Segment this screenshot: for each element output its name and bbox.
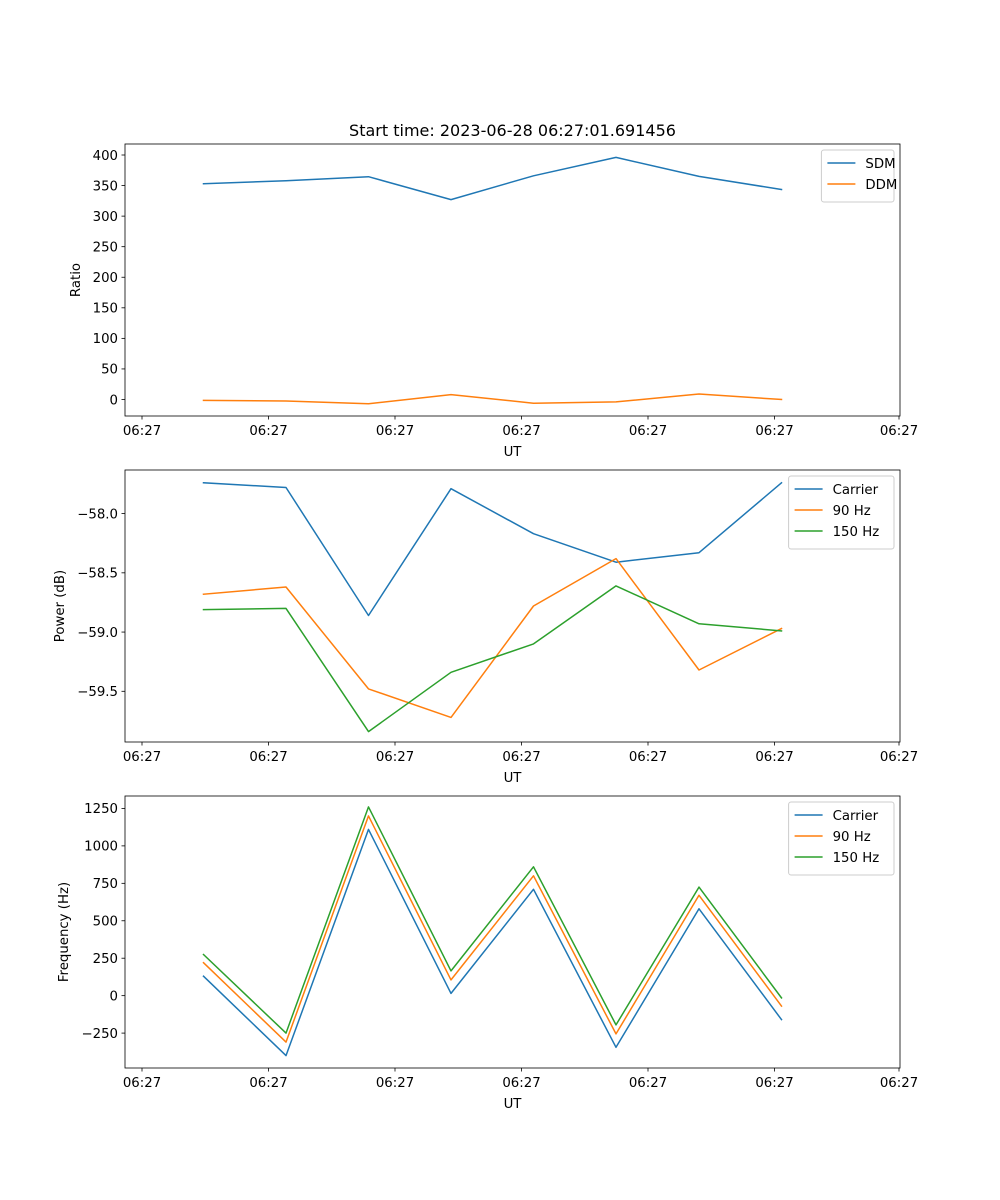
x-axis-label: UT	[504, 445, 523, 460]
x-tick-label: 06:27	[376, 1076, 414, 1091]
legend-label: Carrier	[833, 809, 879, 824]
panels: 06:27 06:27 06:27 06:27 06:27 06:27 06:27 UT 0 50…	[53, 143, 918, 1112]
y-tick-label: 1250	[84, 802, 118, 817]
legend: Carrier 90 Hz 150 Hz	[788, 475, 895, 550]
y-tick-label: −59.0	[77, 626, 118, 641]
legend-label: 90 Hz	[833, 830, 871, 845]
axes-frame	[124, 795, 901, 1069]
x-tick-label: 06:27	[880, 424, 918, 439]
x-tick-label: 06:27	[249, 750, 287, 765]
x-tick-label: 06:27	[629, 424, 667, 439]
legend-label: 90 Hz	[833, 504, 871, 519]
panel-2: 06:27 06:27 06:27 06:27 06:27 06:27 06:27 UT −58…	[53, 469, 918, 786]
y-tick-label: −58.0	[77, 507, 118, 522]
y-tick-label: 0	[110, 393, 118, 408]
x-axis-label: UT	[504, 771, 523, 786]
x-tick-label: 06:27	[629, 750, 667, 765]
x-tick-label: 06:27	[123, 1076, 161, 1091]
legend-label: SDM	[865, 157, 895, 172]
chart-title: Start time: 2023-06-28 06:27:01.691456	[349, 121, 676, 140]
x-tick-label: 06:27	[755, 424, 793, 439]
legend-label: 150 Hz	[833, 851, 880, 866]
series-line-90-hz	[202, 557, 783, 719]
y-tick-label: 0	[110, 989, 118, 1004]
panel-3: 06:27 06:27 06:27 06:27 06:27 06:27 06:27 UT −25…	[57, 795, 918, 1112]
y-tick-label: 150	[93, 302, 118, 317]
y-tick-label: 500	[93, 915, 118, 930]
y-tick-label: 200	[93, 271, 118, 286]
series-line-carrier	[202, 828, 783, 1057]
y-tick-label: −250	[81, 1027, 118, 1042]
y-tick-label: 100	[93, 332, 118, 347]
x-tick-label: 06:27	[376, 750, 414, 765]
x-tick-label: 06:27	[629, 1076, 667, 1091]
y-tick-label: 250	[93, 240, 118, 255]
series-line-90-hz	[202, 815, 783, 1043]
y-tick-label: 1000	[84, 840, 118, 855]
series-line-carrier	[202, 481, 783, 617]
y-tick-label: 300	[93, 210, 118, 225]
series-line-150-hz	[202, 806, 783, 1034]
legend-label: 150 Hz	[833, 525, 880, 540]
legend: SDM DDM	[820, 149, 897, 203]
axes-frame	[124, 469, 901, 743]
x-tick-label: 06:27	[123, 424, 161, 439]
y-tick-label: 50	[101, 363, 118, 378]
series-line-sdm	[202, 156, 783, 201]
x-tick-label: 06:27	[755, 1076, 793, 1091]
panel-1: 06:27 06:27 06:27 06:27 06:27 06:27 06:27 UT 0 50…	[69, 143, 918, 460]
x-tick-label: 06:27	[880, 750, 918, 765]
x-tick-label: 06:27	[249, 424, 287, 439]
x-tick-label: 06:27	[502, 424, 540, 439]
x-tick-label: 06:27	[880, 1076, 918, 1091]
x-tick-label: 06:27	[249, 1076, 287, 1091]
y-axis-label: Ratio	[69, 263, 84, 297]
x-tick-label: 06:27	[755, 750, 793, 765]
y-tick-label: 400	[93, 149, 118, 164]
x-tick-label: 06:27	[502, 1076, 540, 1091]
legend: Carrier 90 Hz 150 Hz	[788, 801, 895, 876]
y-axis-label: Frequency (Hz)	[57, 882, 72, 982]
x-tick-label: 06:27	[123, 750, 161, 765]
y-tick-label: −58.5	[77, 567, 118, 582]
x-axis-label: UT	[504, 1097, 523, 1112]
y-axis-label: Power (dB)	[53, 570, 68, 642]
x-tick-label: 06:27	[376, 424, 414, 439]
legend-label: DDM	[865, 178, 897, 193]
axes-frame	[124, 143, 901, 417]
y-tick-label: −59.5	[77, 685, 118, 700]
y-tick-label: 750	[93, 877, 118, 892]
y-tick-label: 250	[93, 952, 118, 967]
y-tick-label: 350	[93, 179, 118, 194]
series-line-ddm	[202, 393, 783, 405]
x-tick-label: 06:27	[502, 750, 540, 765]
legend-label: Carrier	[833, 483, 879, 498]
series-line-150-hz	[202, 585, 783, 733]
